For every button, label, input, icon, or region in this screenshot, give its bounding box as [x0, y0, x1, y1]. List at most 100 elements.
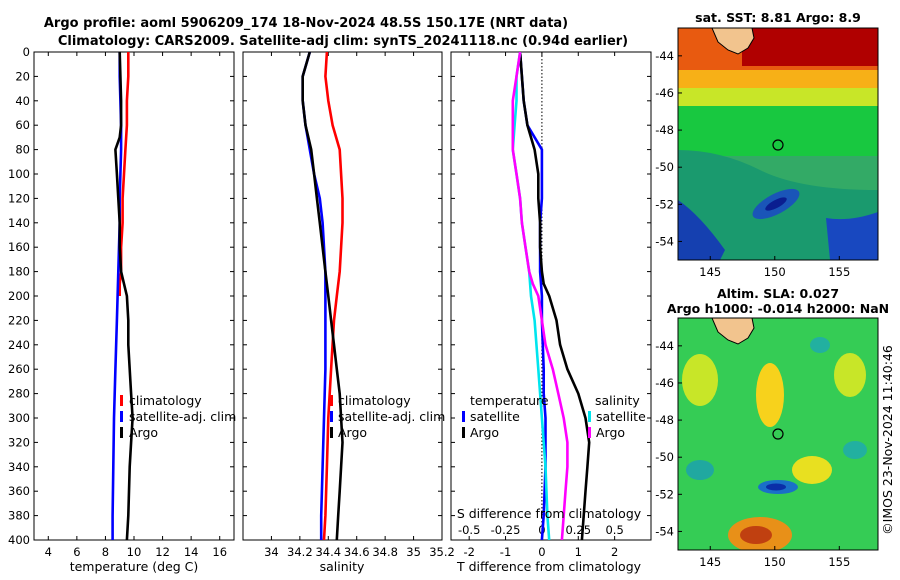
map-xtick-label: 145 — [699, 555, 721, 569]
s-xtick-label: -0.25 — [491, 523, 521, 537]
sla-map-ticks: 145 150 155 -44 -46 -48 -50 -52 -54 — [655, 339, 850, 569]
sla-high-2 — [756, 363, 784, 427]
legend-label-climatology: climatology — [129, 393, 202, 408]
ytick-label: 180 — [8, 265, 30, 279]
sst-eddy-core — [765, 197, 787, 211]
salinity-xticks: 34 34.2 34.4 34.6 34.8 35 35.2 — [264, 52, 455, 559]
sla-map-frame — [677, 317, 879, 551]
sst-map-title: sat. SST: 8.81 Argo: 8.9 — [695, 10, 861, 25]
ytick-label: 120 — [8, 191, 30, 205]
map-ytick-label: -54 — [655, 234, 674, 248]
title-line1: Argo profile: aoml 5906209_174 18-Nov-20… — [44, 16, 568, 31]
map-ytick-label: -44 — [655, 339, 674, 353]
xtick-label: 2 — [611, 545, 618, 559]
map-ytick-label: -44 — [655, 49, 674, 63]
map-ytick-label: -50 — [655, 450, 674, 464]
map-xtick-label: 150 — [764, 265, 786, 279]
legend-label-satellite: satellite-adj. clim — [338, 409, 445, 424]
difference-panel: -2 -1 0 1 2-0.5 -0.25 0 0.25 0.5 T difference fr… — [450, 51, 652, 574]
legend-marker-satellite — [330, 411, 333, 422]
map-ytick-label: -54 — [655, 524, 674, 538]
ytick-label: 320 — [8, 435, 30, 449]
map-ytick-label: -48 — [655, 123, 674, 137]
map-ytick-label: -52 — [655, 487, 674, 501]
ytick-label: 220 — [8, 313, 30, 327]
legend-marker-temp-satellite — [462, 411, 465, 422]
map-ytick-label: -48 — [655, 413, 674, 427]
difference-legend: temperature satellite Argo salinity sate… — [462, 393, 646, 440]
sla-high-1 — [682, 354, 718, 406]
s-xtick-label: 0.25 — [565, 523, 591, 537]
sla-map-title-1: Altim. SLA: 0.027 — [717, 286, 839, 301]
map-ytick-label: -46 — [655, 86, 674, 100]
ytick-label: 300 — [8, 411, 30, 425]
footer-timestamp: ©IMOS 23-Nov-2024 11:40:46 — [880, 345, 895, 535]
xtick-label: 34.6 — [344, 545, 370, 559]
ytick-label: 60 — [15, 118, 30, 132]
ytick-label: 200 — [8, 289, 30, 303]
legend-marker-argo — [120, 427, 123, 438]
temperature-axes-frame — [33, 51, 235, 541]
legend-label-temp-argo: Argo — [470, 425, 499, 440]
difference-lines — [511, 52, 591, 540]
legend-marker-climatology — [120, 395, 123, 406]
legend-heading-temperature: temperature — [470, 393, 549, 408]
map-ytick-label: -46 — [655, 376, 674, 390]
legend-label-temp-satellite: satellite — [470, 409, 520, 424]
ytick-label: 380 — [8, 509, 30, 523]
temperature-lines — [111, 52, 134, 540]
sla-high-4 — [792, 456, 832, 484]
xtick-label: 6 — [73, 545, 80, 559]
legend-marker-climatology — [330, 395, 333, 406]
sla-map-panel: Altim. SLA: 0.027 Argo h1000: -0.014 h20… — [655, 286, 889, 569]
ytick-label: 100 — [8, 167, 30, 181]
xtick-label: 1 — [575, 545, 582, 559]
xtick-label: 10 — [127, 545, 142, 559]
xtick-label: 8 — [102, 545, 109, 559]
temperature-yticks: 0 20 40 60 80 100 120 140 160 180 200 220 240 260 280 3… — [8, 45, 234, 547]
ytick-label: 240 — [8, 338, 30, 352]
series-line-argo — [301, 52, 344, 540]
legend-marker-temp-argo — [462, 427, 465, 438]
xtick-label: 35 — [406, 545, 421, 559]
sst-cold-tongue-east — [826, 212, 878, 260]
salinity-lines — [301, 52, 344, 540]
xtick-label: 4 — [45, 545, 52, 559]
sla-map-title-2: Argo h1000: -0.014 h2000: NaN — [667, 301, 889, 316]
ytick-label: 0 — [23, 45, 30, 59]
legend-marker-sal-satellite — [588, 411, 591, 422]
ytick-label: 360 — [8, 484, 30, 498]
sla-low-4 — [810, 337, 830, 353]
ytick-label: 160 — [8, 240, 30, 254]
sla-high-5-core — [740, 526, 772, 544]
sst-cold-tongue — [678, 200, 725, 260]
title-line2: Climatology: CARS2009. Satellite-adj cli… — [58, 34, 628, 49]
s-xtick-label: -0.5 — [458, 523, 480, 537]
argo-location-marker-2 — [772, 428, 784, 440]
map-ytick-label: -50 — [655, 160, 674, 174]
xtick-label: 0 — [538, 545, 545, 559]
xtick-label: 34.2 — [287, 545, 313, 559]
ytick-label: 40 — [15, 94, 30, 108]
legend-label-satellite: satellite-adj. clim — [129, 409, 236, 424]
sla-low-1-core — [766, 483, 786, 491]
legend-label-argo: Argo — [338, 425, 367, 440]
argo-location-marker — [772, 139, 784, 151]
temperature-legend: climatology satellite-adj. clim Argo — [120, 393, 236, 440]
series-line-climatology — [322, 52, 344, 540]
salinity-axes-frame — [242, 51, 443, 541]
map-xtick-label: 155 — [828, 265, 850, 279]
legend-label-argo: Argo — [129, 425, 158, 440]
map-xtick-label: 155 — [828, 555, 850, 569]
xtick-label: -1 — [500, 545, 511, 559]
series-line-salinity-argo — [511, 52, 569, 540]
s-xtick-label: 0.5 — [605, 523, 623, 537]
sla-low-3 — [843, 441, 867, 459]
xtick-label: 12 — [155, 545, 170, 559]
salinity-legend: climatology satellite-adj. clim Argo — [330, 393, 445, 440]
salinity-xlabel: salinity — [320, 559, 365, 574]
sla-low-2 — [686, 460, 714, 480]
xtick-label: 34.4 — [315, 545, 341, 559]
xtick-label: 34 — [264, 545, 279, 559]
legend-marker-argo — [330, 427, 333, 438]
